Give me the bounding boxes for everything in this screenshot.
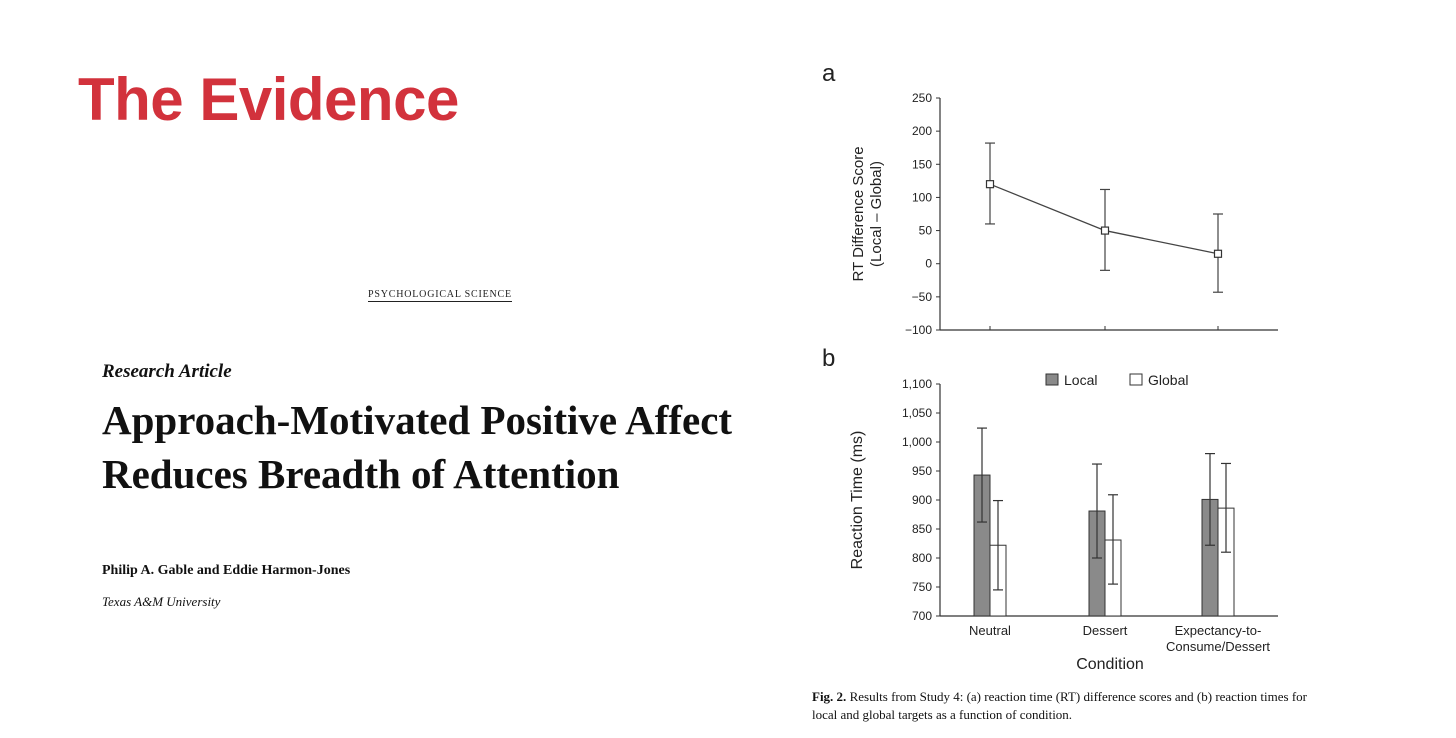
figure-2: a 250 200 150 100 50 0 −50 −100 RT Difference Sco… bbox=[822, 60, 1278, 673]
article-affiliation: Texas A&M University bbox=[102, 594, 221, 609]
figure-caption: Fig. 2. Results from Study 4: (a) reacti… bbox=[812, 688, 1332, 724]
panel-b-y-tick-label: 950 bbox=[912, 464, 932, 478]
panel-b-x-tick-label: Consume/Dessert bbox=[1166, 639, 1270, 654]
panel-a-y-tick-label: −50 bbox=[912, 290, 933, 304]
panel-a-y-tick-label: 200 bbox=[912, 124, 932, 138]
panel-b-x-tick-label: Neutral bbox=[969, 623, 1011, 638]
caption-label: Fig. 2. bbox=[812, 689, 847, 704]
panel-b-y-tick-label: 700 bbox=[912, 609, 932, 623]
legend-swatch-global bbox=[1129, 373, 1143, 386]
panel-b-y-tick-label: 850 bbox=[912, 522, 932, 536]
article-type: Research Article bbox=[102, 361, 232, 382]
panel-b-label: b bbox=[822, 345, 835, 372]
panel-a-point bbox=[1213, 249, 1223, 258]
legend-label-local: Local bbox=[1064, 372, 1097, 388]
panel-a-series-line bbox=[989, 183, 1219, 255]
panel-b-x-axis-label: Condition bbox=[1076, 656, 1144, 673]
panel-a-point bbox=[1100, 226, 1110, 235]
article-title: Approach-Motivated Positive Affect Reduc… bbox=[102, 397, 733, 497]
article-authors: Philip A. Gable and Eddie Harmon-Jones bbox=[102, 563, 351, 578]
panel-a-y-label-line1: RT Difference Score bbox=[850, 146, 867, 281]
panel-b-y-tick-label: 900 bbox=[912, 493, 932, 507]
panel-a-y-tick-label: 250 bbox=[912, 91, 932, 105]
panel-a-y-tick-label: 100 bbox=[912, 190, 932, 204]
panel-b-y-tick-label: 750 bbox=[912, 580, 932, 594]
panel-a-y-tick-label: 150 bbox=[912, 157, 932, 171]
caption-text: Results from Study 4: (a) reaction time … bbox=[812, 689, 1307, 722]
panel-b-x-tick-label: Dessert bbox=[1083, 623, 1128, 638]
journal-name: PSYCHOLOGICAL SCIENCE bbox=[368, 289, 512, 302]
panel-b-y-tick-label: 1,100 bbox=[902, 377, 932, 391]
panel-a-y-label-line2: (Local – Global) bbox=[868, 161, 885, 267]
slide-title: The Evidence bbox=[78, 66, 459, 133]
panel-a-point bbox=[985, 180, 995, 189]
legend-label-global: Global bbox=[1148, 372, 1188, 388]
panel-b-y-tick-label: 1,000 bbox=[902, 435, 932, 449]
panel-b-y-axis-label: Reaction Time (ms) bbox=[849, 431, 866, 570]
panel-b-x-tick-label: Expectancy-to- bbox=[1175, 623, 1262, 638]
panel-a-y-tick-label: 50 bbox=[919, 224, 933, 238]
panel-b-y-tick-label: 1,050 bbox=[902, 406, 932, 420]
panel-a-y-tick-label: −100 bbox=[905, 323, 932, 337]
panel-a-chart: a 250 200 150 100 50 0 −50 −100 RT Difference Sco… bbox=[822, 60, 1278, 337]
panel-b-chart: b 1,100 1,050 1,000 950 900 850 800 750 700 Reacti… bbox=[822, 345, 1278, 673]
panel-a-y-tick-label: 0 bbox=[925, 257, 932, 271]
panel-b-y-tick-label: 800 bbox=[912, 551, 932, 565]
panel-a-label: a bbox=[822, 60, 836, 87]
legend-swatch-local bbox=[1045, 373, 1059, 386]
panel-a-y-axis-label: RT Difference Score(Local – Global) bbox=[850, 146, 885, 281]
